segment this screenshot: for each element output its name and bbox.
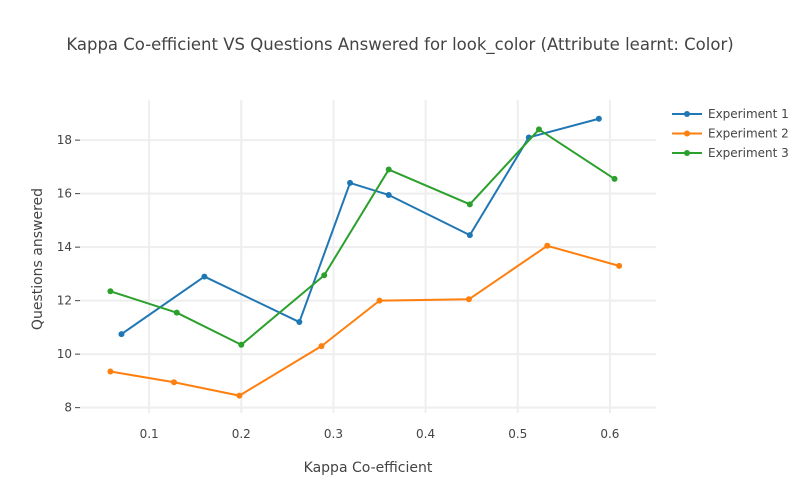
data-point[interactable] <box>385 191 392 198</box>
y-tick-label: 12 <box>57 294 72 308</box>
x-tick-label: 0.4 <box>416 427 435 441</box>
data-point[interactable] <box>321 272 328 279</box>
legend-item-experiment-3[interactable]: Experiment 3 <box>672 146 789 160</box>
data-point[interactable] <box>318 343 325 350</box>
data-series <box>107 115 623 399</box>
legend[interactable]: Experiment 1 Experiment 2 Experiment 3 <box>672 107 789 160</box>
data-point[interactable] <box>238 341 245 348</box>
data-point[interactable] <box>611 175 618 182</box>
series-line <box>110 128 616 346</box>
data-point[interactable] <box>465 296 472 303</box>
y-tick-label: 8 <box>64 401 72 415</box>
axes: 0.1 0.2 0.3 0.4 0.5 0.6 8 10 12 14 16 18 <box>57 133 620 441</box>
y-tick-label: 16 <box>57 187 72 201</box>
grid-lines <box>80 100 656 413</box>
x-tick-label: 0.5 <box>508 427 527 441</box>
legend-label: Experiment 2 <box>708 127 789 141</box>
data-point[interactable] <box>376 297 383 304</box>
y-tick-label: 10 <box>57 347 72 361</box>
data-point[interactable] <box>173 309 180 316</box>
y-tick-label: 18 <box>57 133 72 147</box>
legend-label: Experiment 1 <box>708 107 789 121</box>
x-tick-label: 0.2 <box>232 427 251 441</box>
data-point[interactable] <box>385 166 392 173</box>
data-point[interactable] <box>535 126 542 133</box>
series-line <box>120 117 600 335</box>
x-tick-label: 0.3 <box>324 427 343 441</box>
series-experiment-2 <box>107 242 623 399</box>
data-point[interactable] <box>616 262 623 269</box>
data-point[interactable] <box>544 242 551 249</box>
y-tick-label: 14 <box>57 240 72 254</box>
legend-marker <box>684 130 690 137</box>
legend-item-experiment-1[interactable]: Experiment 1 <box>672 107 789 121</box>
data-point[interactable] <box>595 115 602 122</box>
data-point[interactable] <box>107 368 114 375</box>
chart-title: Kappa Co-efficient VS Questions Answered… <box>66 35 733 55</box>
data-point[interactable] <box>466 232 473 239</box>
series-experiment-1 <box>118 115 602 338</box>
data-point[interactable] <box>118 331 125 338</box>
x-axis-title: Kappa Co-efficient <box>304 460 433 476</box>
series-line <box>110 244 620 397</box>
data-point[interactable] <box>236 392 243 399</box>
data-point[interactable] <box>466 201 473 208</box>
x-tick-label: 0.6 <box>600 427 619 441</box>
data-point[interactable] <box>201 273 208 280</box>
series-experiment-3 <box>107 126 618 348</box>
data-point[interactable] <box>296 319 303 326</box>
data-point[interactable] <box>107 288 114 295</box>
legend-marker <box>684 150 690 156</box>
x-tick-label: 0.1 <box>140 427 159 441</box>
y-axis-title: Questions answered <box>30 188 46 330</box>
legend-item-experiment-2[interactable]: Experiment 2 <box>672 127 789 141</box>
data-point[interactable] <box>171 379 178 386</box>
data-point[interactable] <box>347 179 354 186</box>
legend-label: Experiment 3 <box>708 146 789 160</box>
legend-marker <box>684 111 690 117</box>
